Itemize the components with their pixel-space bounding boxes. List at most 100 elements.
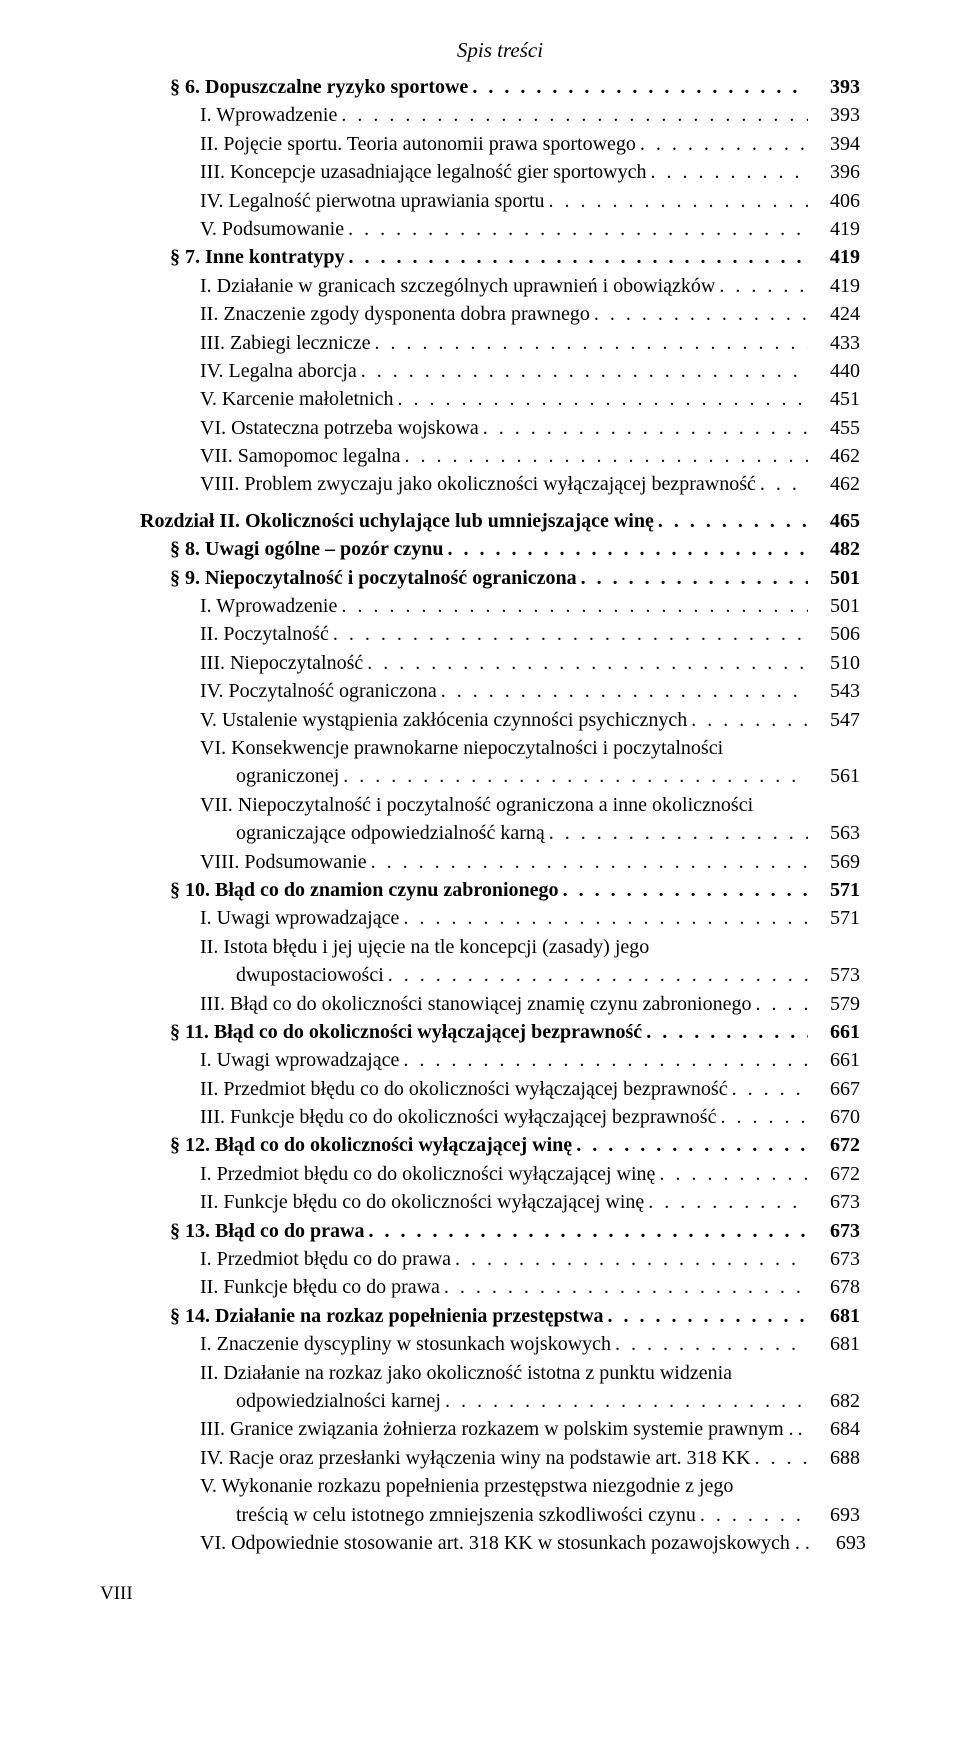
toc-page-number: 424 bbox=[812, 300, 860, 328]
toc-label: III. Granice związania żołnierza rozkaze… bbox=[200, 1415, 794, 1443]
toc-dots bbox=[608, 1302, 808, 1330]
toc-label: § 6. Dopuszczalne ryzyko sportowe bbox=[170, 73, 468, 101]
toc-line: II. Przedmiot błędu co do okoliczności w… bbox=[140, 1075, 860, 1103]
toc-line: VIII. Problem zwyczaju jako okoliczności… bbox=[140, 470, 860, 498]
toc-label: V. Ustalenie wystąpienia zakłócenia czyn… bbox=[200, 706, 687, 734]
toc-line: I. Wprowadzenie 393 bbox=[140, 101, 860, 129]
toc-dots bbox=[646, 1018, 808, 1046]
toc-page-number: 482 bbox=[812, 535, 860, 563]
toc-label: I. Uwagi wprowadzające bbox=[200, 1046, 399, 1074]
toc-label: III. Funkcje błędu co do okoliczności wy… bbox=[200, 1103, 716, 1131]
toc-label: VIII. Problem zwyczaju jako okoliczności… bbox=[200, 470, 756, 498]
toc-dots bbox=[368, 1217, 808, 1245]
toc-line: I. Uwagi wprowadzające661 bbox=[140, 1046, 860, 1074]
toc-dots bbox=[348, 215, 808, 243]
toc-page-number: 673 bbox=[812, 1217, 860, 1245]
toc-line: II. Istota błędu i jej ujęcie na tle kon… bbox=[140, 933, 860, 961]
toc-line: III. Błąd co do okoliczności stanowiącej… bbox=[140, 990, 860, 1018]
toc-dots bbox=[648, 1188, 808, 1216]
toc-label: VII. Niepoczytalność i poczytalność ogra… bbox=[200, 791, 753, 819]
toc-page-number: 440 bbox=[812, 357, 860, 385]
toc-line: ograniczające odpowiedzialność karną563 bbox=[140, 819, 860, 847]
toc-line: V. Wykonanie rozkazu popełnienia przestę… bbox=[140, 1472, 860, 1500]
toc-line: ograniczonej561 bbox=[140, 762, 860, 790]
toc-dots bbox=[798, 1415, 808, 1443]
toc-page-number: 406 bbox=[812, 187, 860, 215]
toc-dots bbox=[615, 1330, 808, 1358]
toc-line: I. Przedmiot błędu co do okoliczności wy… bbox=[140, 1160, 860, 1188]
toc-dots bbox=[448, 535, 808, 563]
toc-label: III. Niepoczytalność bbox=[200, 649, 363, 677]
toc-label: § 14. Działanie na rozkaz popełnienia pr… bbox=[170, 1302, 604, 1330]
toc-label: ograniczające odpowiedzialność karną bbox=[236, 819, 545, 847]
toc-page-number: 670 bbox=[812, 1103, 860, 1131]
toc-page-number: 571 bbox=[812, 876, 860, 904]
toc-page-number: 393 bbox=[812, 101, 860, 129]
toc-dots bbox=[549, 187, 808, 215]
toc-dots bbox=[581, 564, 808, 592]
toc-line: VI. Odpowiednie stosowanie art. 318 KK w… bbox=[140, 1529, 860, 1557]
toc-line: VII. Niepoczytalność i poczytalność ogra… bbox=[140, 791, 860, 819]
toc-page-number: 681 bbox=[812, 1330, 860, 1358]
toc-line: § 7. Inne kontratypy419 bbox=[140, 243, 860, 271]
toc-label: Rozdział II. Okoliczności uchylające lub… bbox=[140, 507, 654, 535]
toc-label: V. Podsumowanie bbox=[200, 215, 344, 243]
toc-dots bbox=[549, 819, 808, 847]
toc-label: dwupostaciowości bbox=[236, 961, 384, 989]
toc-label: I. Wprowadzenie bbox=[200, 592, 337, 620]
toc-container: § 6. Dopuszczalne ryzyko sportowe393I. W… bbox=[140, 73, 860, 1557]
toc-label: § 9. Niepoczytalność i poczytalność ogra… bbox=[170, 564, 577, 592]
toc-line: § 13. Błąd co do prawa673 bbox=[140, 1217, 860, 1245]
toc-line: IV. Racje oraz przesłanki wyłączenia win… bbox=[140, 1444, 860, 1472]
toc-dots bbox=[397, 385, 808, 413]
toc-label: II. Przedmiot błędu co do okoliczności w… bbox=[200, 1075, 728, 1103]
toc-label: § 7. Inne kontratypy bbox=[170, 243, 344, 271]
toc-line: III. Koncepcje uzasadniające legalność g… bbox=[140, 158, 860, 186]
toc-dots bbox=[405, 442, 809, 470]
toc-dots bbox=[720, 1103, 808, 1131]
toc-label: II. Funkcje błędu co do okoliczności wył… bbox=[200, 1188, 644, 1216]
toc-label: V. Karcenie małoletnich bbox=[200, 385, 393, 413]
toc-label: IV. Legalna aborcja bbox=[200, 357, 357, 385]
toc-label: I. Uwagi wprowadzające bbox=[200, 904, 399, 932]
toc-dots bbox=[341, 592, 808, 620]
toc-page-number: 693 bbox=[818, 1529, 866, 1557]
toc-line: IV. Poczytalność ograniczona543 bbox=[140, 677, 860, 705]
toc-page-number: 681 bbox=[812, 1302, 860, 1330]
toc-label: II. Pojęcie sportu. Teoria autonomii pra… bbox=[200, 130, 636, 158]
toc-line: I. Znaczenie dyscypliny w stosunkach woj… bbox=[140, 1330, 860, 1358]
toc-dots bbox=[403, 904, 808, 932]
toc-line: odpowiedzialności karnej682 bbox=[140, 1387, 860, 1415]
toc-page-number: 682 bbox=[812, 1387, 860, 1415]
toc-label: I. Wprowadzenie bbox=[200, 101, 337, 129]
toc-page-number: 451 bbox=[812, 385, 860, 413]
toc-page-number: 547 bbox=[812, 706, 860, 734]
toc-page-number: 462 bbox=[812, 470, 860, 498]
toc-label: ograniczonej bbox=[236, 762, 339, 790]
toc-line: III. Funkcje błędu co do okoliczności wy… bbox=[140, 1103, 860, 1131]
toc-label: IV. Legalność pierwotna uprawiania sport… bbox=[200, 187, 545, 215]
toc-label: I. Znaczenie dyscypliny w stosunkach woj… bbox=[200, 1330, 611, 1358]
toc-line: III. Zabiegi lecznicze433 bbox=[140, 329, 860, 357]
toc-dots bbox=[445, 1387, 808, 1415]
toc-line: § 8. Uwagi ogólne – pozór czynu 482 bbox=[140, 535, 860, 563]
toc-dots bbox=[563, 876, 808, 904]
toc-dots bbox=[388, 961, 808, 989]
toc-label: VI. Ostateczna potrzeba wojskowa bbox=[200, 414, 479, 442]
toc-page-number: 661 bbox=[812, 1018, 860, 1046]
toc-page-number: 501 bbox=[812, 564, 860, 592]
toc-page-number: 393 bbox=[812, 73, 860, 101]
toc-dots bbox=[333, 620, 808, 648]
toc-label: § 8. Uwagi ogólne – pozór czynu bbox=[170, 535, 444, 563]
toc-dots bbox=[719, 272, 808, 300]
toc-label: III. Zabiegi lecznicze bbox=[200, 329, 370, 357]
toc-line: VI. Ostateczna potrzeba wojskowa455 bbox=[140, 414, 860, 442]
toc-dots bbox=[483, 414, 808, 442]
toc-dots bbox=[755, 1444, 808, 1472]
toc-label: treścią w celu istotnego zmniejszenia sz… bbox=[236, 1501, 696, 1529]
toc-line: VI. Konsekwencje prawnokarne niepoczytal… bbox=[140, 734, 860, 762]
toc-line: I. Wprowadzenie501 bbox=[140, 592, 860, 620]
toc-page-number: 693 bbox=[812, 1501, 860, 1529]
toc-dots bbox=[367, 649, 808, 677]
toc-line: § 6. Dopuszczalne ryzyko sportowe 393 bbox=[140, 73, 860, 101]
